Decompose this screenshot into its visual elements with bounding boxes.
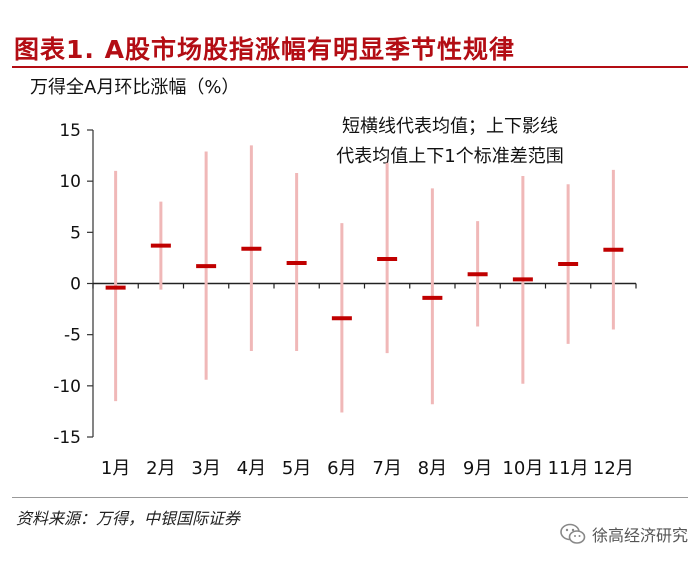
x-tick-label: 8月 [418,458,447,479]
errorbar-chart: 万得全A月环比涨幅（%） 短横线代表均值；上下影线 代表均值上下1个标准差范围 … [30,77,637,479]
x-tick-label: 3月 [191,458,220,479]
y-tick-label: 0 [70,275,81,295]
y-tick-label: 5 [70,223,81,243]
x-tick-label: 5月 [282,458,311,479]
source-divider [12,497,688,498]
watermark-text: 徐高经济研究 [591,526,688,545]
x-tick-label: 2月 [146,458,175,479]
x-tick-label: 9月 [463,458,492,479]
figure-title: 图表1. A股市场股指涨幅有明显季节性规律 [14,35,515,64]
y-tick-label: -5 [64,326,81,346]
chart-marks [105,145,624,413]
y-tick-label: -15 [53,428,81,448]
annotation-line-2: 代表均值上下1个标准差范围 [336,146,563,167]
source-note: 资料来源：万得，中银国际证券 [16,509,241,528]
watermark: 徐高经济研究 [560,522,688,546]
x-tick-label: 7月 [372,458,401,479]
chart-axes: 15 10 5 0 -5 -10 -15 1月 2月 3月 4月 5月 6月 7月 8月 9月 10月 11月 12… [53,121,637,479]
x-tick-label: 1月 [101,458,130,479]
x-tick-label: 10月 [502,458,543,479]
x-tick-label: 12月 [593,458,634,479]
y-tick-label: -10 [53,377,81,397]
x-tick-label: 6月 [327,458,356,479]
wechat-icon [560,523,586,544]
title-divider [12,66,688,68]
y-axis-label: 万得全A月环比涨幅（%） [30,77,239,98]
x-tick-label: 11月 [548,458,589,479]
chart-annotation: 短横线代表均值；上下影线 代表均值上下1个标准差范围 [336,116,563,167]
y-tick-label: 15 [59,121,81,141]
y-tick-label: 10 [59,172,81,192]
x-tick-label: 4月 [237,458,266,479]
annotation-line-1: 短横线代表均值；上下影线 [342,116,558,137]
